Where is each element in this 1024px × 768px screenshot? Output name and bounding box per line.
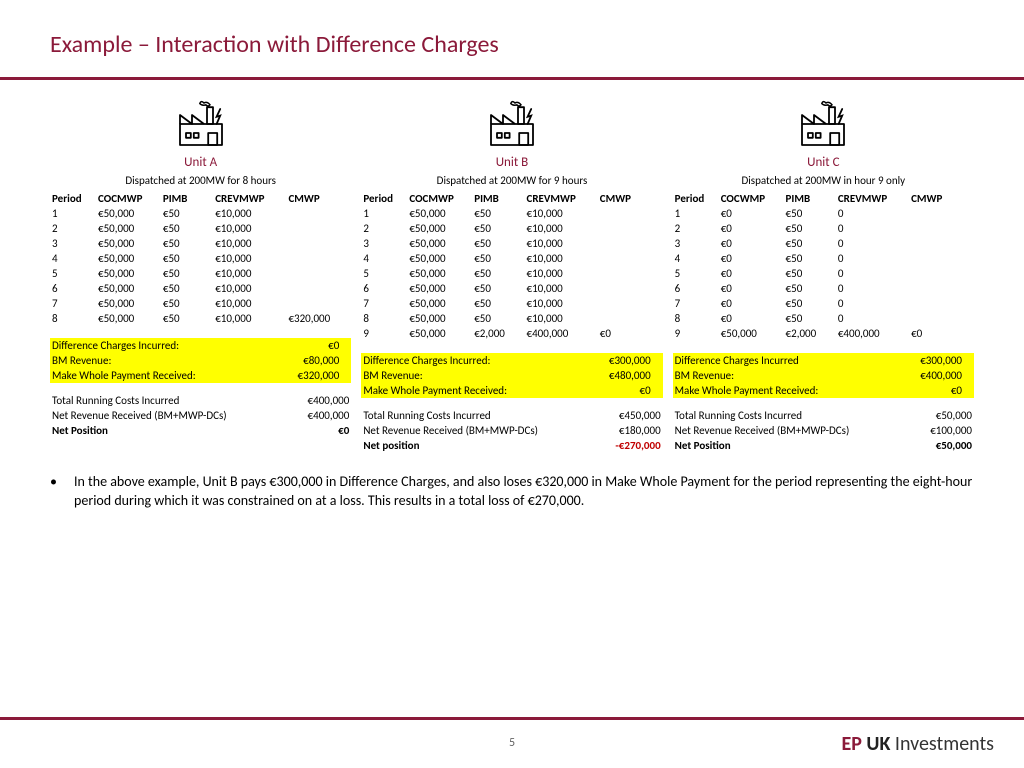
table-row: 8€50,000€50€10,000€320,000 <box>50 311 351 326</box>
highlight-row: Difference Charges Incurred:€0 <box>50 338 351 353</box>
data-table: PeriodCOCMWPPIMBCREVMWPCMWP 1€50,000€50€… <box>361 191 662 341</box>
unit-label: Unit B <box>361 155 662 170</box>
dispatch-text: Dispatched at 200MW for 9 hours <box>361 174 662 187</box>
table-row: 4€0€500 <box>673 251 974 266</box>
summary-row: Total Running Costs Incurred€450,000 <box>361 408 662 423</box>
table-row: 1€50,000€50€10,000 <box>361 206 662 221</box>
table-row: 9€50,000€2,000€400,000€0 <box>361 326 662 341</box>
table-row: 7€50,000€50€10,000 <box>361 296 662 311</box>
highlight-row: Make Whole Payment Received:€0 <box>361 383 662 398</box>
highlight-row: BM Revenue:€400,000 <box>673 368 974 383</box>
summary-row: Total Running Costs Incurred€400,000 <box>50 393 351 408</box>
net-position-row: Net Position €0 <box>50 423 351 438</box>
highlight-row: Difference Charges Incurred€300,000 <box>673 353 974 368</box>
summary-row: Net Revenue Received (BM+MWP-DCs)€180,00… <box>361 423 662 438</box>
table-row: 9€50,000€2,000€400,000€0 <box>673 326 974 341</box>
data-table: PeriodCOCMWPPIMBCREVMWPCMWP 1€50,000€50€… <box>50 191 351 326</box>
logo-ep: EP <box>841 732 861 756</box>
table-row: 3€50,000€50€10,000 <box>50 236 351 251</box>
highlight-row: BM Revenue:€80,000 <box>50 353 351 368</box>
unit-b: Unit B Dispatched at 200MW for 9 hours P… <box>361 100 662 453</box>
highlight-row: Make Whole Payment Received:€0 <box>673 383 974 398</box>
highlight-row: Make Whole Payment Received:€320,000 <box>50 368 351 383</box>
units-row: Unit A Dispatched at 200MW for 8 hours P… <box>50 100 974 453</box>
factory-icon <box>791 100 855 148</box>
highlight-row: BM Revenue:€480,000 <box>361 368 662 383</box>
table-row: 8€0€500 <box>673 311 974 326</box>
net-position-row: Net position -€270,000 <box>361 438 662 453</box>
table-row: 5€0€500 <box>673 266 974 281</box>
table-row: 4€50,000€50€10,000 <box>361 251 662 266</box>
page-title: Example – Interaction with Difference Ch… <box>50 30 974 59</box>
dispatch-text: Dispatched at 200MW in hour 9 only <box>673 174 974 187</box>
summary-row: Net Revenue Received (BM+MWP-DCs)€400,00… <box>50 408 351 423</box>
logo-rest: Investments <box>895 732 994 756</box>
table-row: 1€50,000€50€10,000 <box>50 206 351 221</box>
summary-row: Total Running Costs Incurred€50,000 <box>673 408 974 423</box>
table-row: 7€0€500 <box>673 296 974 311</box>
table-row: 2€50,000€50€10,000 <box>361 221 662 236</box>
table-row: 7€50,000€50€10,000 <box>50 296 351 311</box>
table-row: 6€50,000€50€10,000 <box>361 281 662 296</box>
summary-bullet: • In the above example, Unit B pays €300… <box>50 473 974 511</box>
summary-row: Net Revenue Received (BM+MWP-DCs)€100,00… <box>673 423 974 438</box>
net-position-row: Net Position €50,000 <box>673 438 974 453</box>
table-row: 5€50,000€50€10,000 <box>361 266 662 281</box>
unit-c: Unit C Dispatched at 200MW in hour 9 onl… <box>673 100 974 453</box>
unit-label: Unit C <box>673 155 974 170</box>
data-table: PeriodCOCWMPPIMBCREVMWPCMWP 1€0€500 2€0€… <box>673 191 974 341</box>
table-row: 1€0€500 <box>673 206 974 221</box>
logo: EP UK Investments <box>841 732 994 756</box>
factory-icon <box>169 100 233 148</box>
table-row: 2€0€500 <box>673 221 974 236</box>
footer-rule <box>0 717 1024 720</box>
logo-uk: UK <box>866 732 890 756</box>
summary-text: In the above example, Unit B pays €300,0… <box>74 473 974 511</box>
title-rule <box>0 77 1024 80</box>
table-row: 5€50,000€50€10,000 <box>50 266 351 281</box>
table-row: 3€0€500 <box>673 236 974 251</box>
table-row: 6€0€500 <box>673 281 974 296</box>
table-row: 3€50,000€50€10,000 <box>361 236 662 251</box>
factory-icon <box>480 100 544 148</box>
table-row: 4€50,000€50€10,000 <box>50 251 351 266</box>
highlight-row: Difference Charges Incurred:€300,000 <box>361 353 662 368</box>
unit-a: Unit A Dispatched at 200MW for 8 hours P… <box>50 100 351 453</box>
dispatch-text: Dispatched at 200MW for 8 hours <box>50 174 351 187</box>
table-row: 2€50,000€50€10,000 <box>50 221 351 236</box>
unit-label: Unit A <box>50 155 351 170</box>
table-row: 8€50,000€50€10,000 <box>361 311 662 326</box>
table-row: 6€50,000€50€10,000 <box>50 281 351 296</box>
